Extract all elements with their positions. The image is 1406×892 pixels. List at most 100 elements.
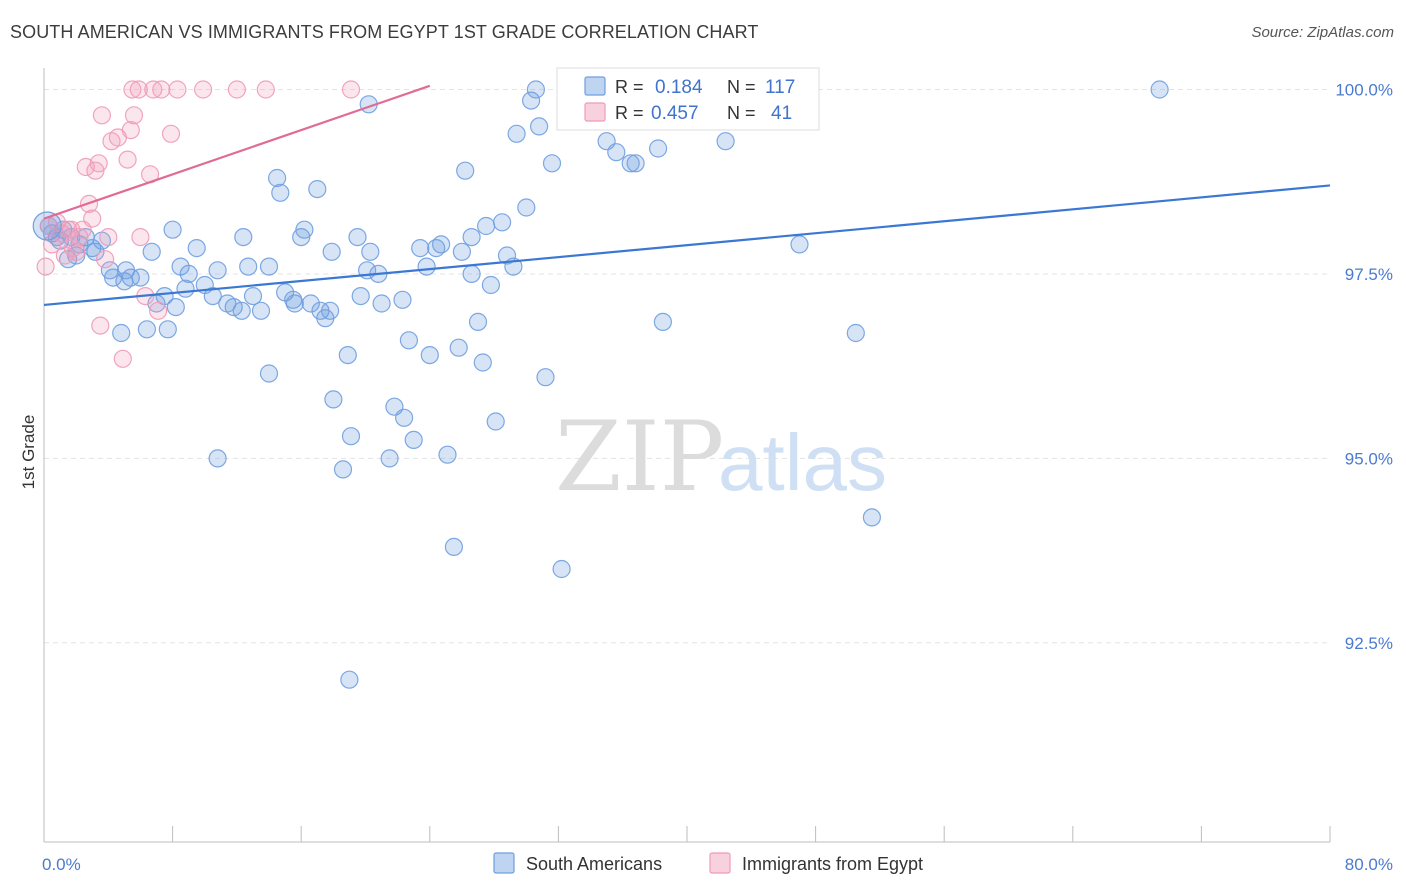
point-south-americans [521,91,541,110]
point-south-americans [348,228,367,247]
point-egypt [92,106,112,125]
point-south-americans [468,312,488,331]
point-south-americans [846,323,865,343]
point-south-americans [621,154,640,173]
point-south-americans [208,261,227,280]
point-south-americans [333,460,353,479]
point-egypt [113,349,132,368]
point-south-americans [163,220,182,239]
point-south-americans [648,139,668,158]
point-south-americans [411,239,430,258]
inset-legend-box [556,67,820,131]
point-south-americans [234,228,253,247]
point-egypt [161,124,181,143]
point-egypt [131,228,150,247]
source-label: Source: ZipAtlas.com [1251,24,1394,41]
point-south-americans [112,323,131,343]
point-south-americans [497,246,517,265]
point-south-americans [131,268,150,287]
point-south-americans [529,117,549,136]
y-tick-label: 97.5% [1345,265,1393,284]
point-south-americans [626,154,645,173]
point-south-americans [340,670,359,689]
point-south-americans [417,257,436,276]
point-south-americans [790,235,809,254]
point-south-americans [285,294,304,313]
point-south-americans [301,294,320,313]
trend-line-egypt [43,84,431,220]
point-south-americans [399,331,418,350]
point-south-americans [259,364,279,383]
point-egypt [83,209,102,228]
point-south-americans [393,290,412,309]
point-egypt [99,228,118,247]
point-south-americans [462,228,481,247]
y-tick-labels: 100.0% 97.5% 95.0% 92.5% [1335,81,1393,653]
inset-legend-n-label-0: N = [727,77,756,97]
point-south-americans [493,213,512,232]
point-south-americans [438,445,457,464]
point-south-americans [542,154,562,173]
point-south-americans [449,338,468,357]
chart-title: SOUTH AMERICAN VS IMMIGRANTS FROM EGYPT … [10,22,759,42]
point-south-americans [86,242,105,261]
point-south-americans [507,124,526,143]
point-egypt [91,316,110,335]
x-tick-label-max: 80.0% [1345,855,1393,874]
trend-line-south-americans [43,184,1331,307]
point-south-americans [395,408,414,427]
point-south-americans [462,264,481,283]
point-south-americans [308,180,327,199]
point-south-americans [452,242,471,261]
point-south-americans [322,242,341,261]
point-egypt [124,106,144,125]
point-south-americans [203,287,222,306]
inset-legend-swatch-egypt [584,102,606,122]
point-south-americans [351,287,370,306]
point-south-americans [321,301,340,320]
point-south-americans [486,412,505,431]
point-south-americans [158,320,177,339]
point-south-americans [259,257,279,276]
axes [43,68,1331,843]
point-south-americans [536,368,555,387]
point-south-americans [239,257,258,276]
inset-legend: R = 0.184 N = 117 R = 0.457 N = 41 [556,67,820,131]
point-south-americans [481,275,500,295]
watermark-zip: ZIP [555,401,724,513]
point-egypt [95,250,115,269]
point-south-americans [137,320,156,339]
point-egypt [102,132,121,151]
point-south-americans [380,449,399,468]
watermark: ZIP atlas [555,401,887,513]
point-south-americans [372,294,391,313]
y-tick-label: 95.0% [1345,449,1393,468]
point-south-americans [477,216,496,236]
point-south-americans [142,242,161,261]
inset-legend-r-value-1: 0.457 [651,103,699,124]
bottom-legend-swatch-south-americans [493,852,515,874]
point-south-americans [862,508,882,527]
point-egypt [227,80,246,99]
point-south-americans [473,353,492,372]
point-south-americans-large [32,211,62,241]
point-south-americans [121,268,140,287]
inset-legend-r-label-0: R = [615,77,644,97]
trend-lines [43,84,1331,307]
point-south-americans [361,242,380,261]
point-egypt [121,121,140,140]
grid [44,89,1330,644]
point-south-americans [232,301,251,320]
point-egypt [149,301,168,320]
bottom-legend: South Americans Immigrants from Egypt [493,852,923,874]
point-south-americans [607,143,626,162]
point-south-americans [716,132,735,151]
point-egypt [123,80,142,99]
point-south-americans [268,168,287,188]
point-south-americans [324,390,343,409]
point-egypt [341,80,361,99]
point-south-americans [526,80,546,99]
point-egypt [129,80,148,99]
inset-legend-n-value-0: 117 [765,77,795,98]
